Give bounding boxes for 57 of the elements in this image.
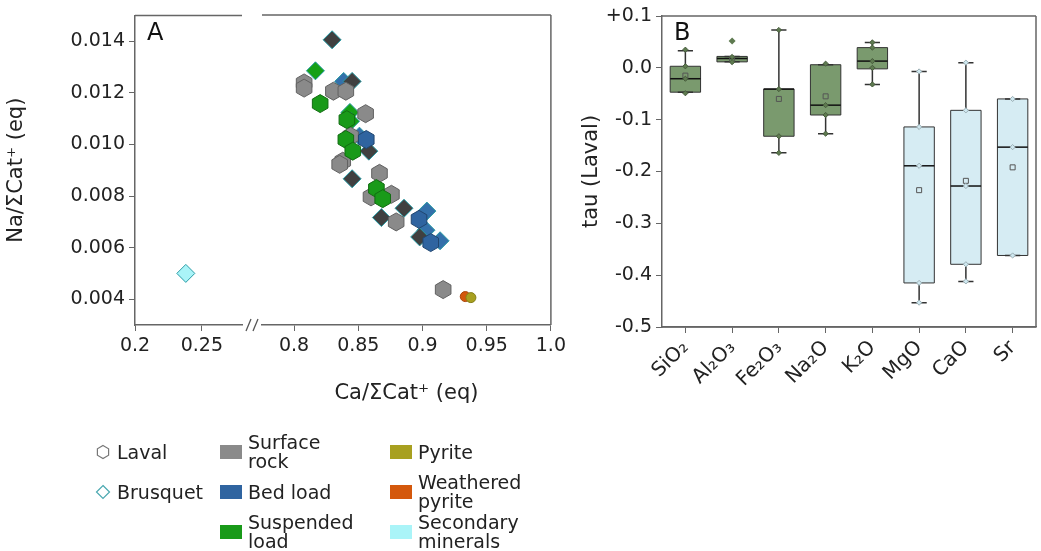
legend-label: Surface rock (248, 431, 322, 472)
chart-title: A (147, 17, 164, 46)
legend-label: Suspended load (248, 511, 355, 551)
point (344, 141, 362, 161)
point (371, 208, 391, 228)
text: Laval (117, 440, 168, 463)
y-tick-label: -0.4 (614, 262, 652, 285)
x-tick-label: SiO₂ (645, 334, 693, 382)
point (337, 81, 355, 101)
point (357, 130, 375, 150)
point (338, 110, 356, 130)
point (295, 78, 313, 98)
point (434, 280, 452, 300)
y-tick-label: +0.1 (605, 2, 652, 25)
point (374, 189, 391, 209)
text: Brusquet (117, 480, 204, 503)
point (394, 198, 414, 218)
y-tick-label: -0.5 (614, 313, 652, 336)
y-tick-label: 0.014 (70, 28, 125, 51)
y-tick-label: 0.004 (70, 286, 125, 309)
point (331, 154, 348, 174)
y-tick-label: 0.012 (70, 79, 125, 102)
x-tick-label: 0.8 (278, 333, 310, 356)
x-axis-title: Ca/ΣCat⁺ (eq) (334, 379, 479, 404)
point (322, 30, 342, 50)
point (410, 209, 428, 229)
y-axis-title: tau (Laval) (578, 114, 603, 229)
y-tick-label: 0.0 (621, 54, 652, 77)
y-tick-label: -0.1 (614, 106, 652, 129)
x-tick-label: 0.9 (407, 333, 438, 356)
point (387, 212, 405, 232)
y-axis-title: Na/ΣCat⁺ (eq) (3, 97, 28, 243)
x-tick-label: 0.95 (465, 333, 508, 356)
legend-label: Secondary minerals (418, 511, 520, 551)
x-tick-label: 1.0 (535, 333, 566, 356)
legend-label: Weathered pyrite (418, 471, 523, 512)
x-tick-label: 0.85 (337, 333, 380, 356)
x-tick-label: K₂O (836, 334, 880, 378)
point (465, 292, 477, 304)
y-tick-label: 0.008 (70, 182, 125, 205)
x-tick-label: 0.2 (119, 333, 151, 356)
point (342, 169, 362, 189)
point (357, 104, 374, 124)
y-tick-label: -0.3 (614, 210, 652, 233)
point (422, 233, 440, 253)
y-tick-label: 0.010 (70, 131, 125, 154)
point (371, 163, 388, 183)
y-tick-label: -0.2 (614, 158, 652, 181)
point (311, 94, 329, 114)
legend-label: Pyrite (418, 440, 473, 463)
x-tick-label: 0.25 (180, 333, 224, 356)
x-tick-label: Sr (988, 334, 1021, 367)
chart-title: B (674, 18, 691, 47)
x-tick-label: CaO (926, 334, 974, 382)
point (305, 61, 325, 81)
legend-label: Bed load (248, 480, 332, 503)
y-tick-label: 0.006 (70, 234, 125, 257)
